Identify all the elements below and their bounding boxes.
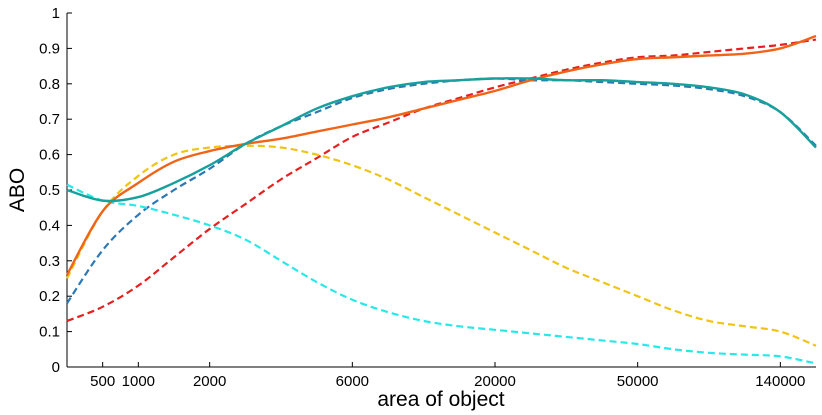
y-tick-label: 0.6 (39, 147, 60, 164)
y-tick-label: 0.2 (39, 288, 60, 305)
y-tick-label: 0 (52, 359, 60, 376)
y-tick-label: 0.8 (39, 76, 60, 93)
y-tick-label: 0.9 (39, 40, 60, 57)
x-tick-label: 2000 (193, 373, 226, 390)
x-tick-label: 140000 (755, 373, 805, 390)
x-tick-label: 1000 (122, 373, 155, 390)
series-line (66, 183, 817, 365)
x-tick-label: 6000 (336, 373, 369, 390)
y-tick-label: 0.7 (39, 111, 60, 128)
x-tick-label: 500 (90, 373, 115, 390)
series-line (66, 77, 817, 203)
x-tick-label: 20000 (474, 373, 516, 390)
y-axis-title: ABO (6, 168, 29, 212)
y-tick-label: 0.5 (39, 182, 60, 199)
series-line (66, 77, 817, 304)
series-line (65, 34, 817, 276)
y-tick-label: 1 (52, 5, 60, 22)
y-tick-label: 0.3 (39, 253, 60, 270)
series-line (66, 144, 817, 347)
y-tick-label: 0.4 (39, 217, 60, 234)
x-tick-label: 50000 (617, 373, 659, 390)
x-axis-title: area of object (377, 388, 504, 411)
series-line (66, 38, 817, 323)
y-tick-label: 0.1 (39, 324, 60, 341)
